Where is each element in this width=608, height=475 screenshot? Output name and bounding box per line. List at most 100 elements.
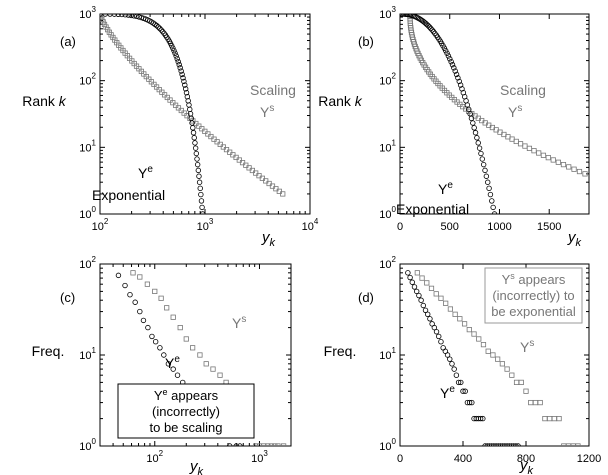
scaling-point <box>259 175 265 181</box>
scaling-point <box>528 399 534 406</box>
x-axis-label: yk <box>567 229 582 249</box>
x-axis-label: yk <box>519 457 534 475</box>
exponential-point <box>196 179 203 185</box>
y-tick-base: 10 <box>79 9 91 21</box>
annotation: Ye <box>438 180 453 197</box>
exponential-point <box>444 50 450 56</box>
y-tick-exponent: 2 <box>92 255 97 264</box>
exponential-point <box>485 179 491 185</box>
scaling-point <box>105 27 111 33</box>
scaling-point <box>253 170 259 176</box>
panel-label: (b) <box>358 34 374 49</box>
y-tick-exponent: 1 <box>92 346 97 355</box>
exponential-point <box>418 297 424 303</box>
y-tick-base: 10 <box>79 209 91 221</box>
x-tick-label: 102 <box>146 449 163 465</box>
y-tick-exponent: 0 <box>92 437 97 446</box>
exponential-point <box>480 161 487 168</box>
scaling-point <box>476 336 482 342</box>
exponential-point <box>462 388 468 394</box>
scaling-point <box>156 87 162 93</box>
x-tick-base: 10 <box>197 221 209 233</box>
exponential-point <box>499 443 506 446</box>
exponential-point <box>477 415 484 422</box>
scaling-point <box>144 281 150 287</box>
scaling-point <box>471 331 477 337</box>
x-tick-exponent: 3 <box>209 217 214 226</box>
exponential-point <box>433 329 440 335</box>
exponential-point <box>511 443 517 446</box>
y-tick-base: 10 <box>379 209 391 221</box>
y-tick-label: 102 <box>379 72 396 88</box>
exponential-point <box>451 366 457 372</box>
annotation-box-line: (incorrectly) <box>152 404 220 419</box>
annotation: Ye <box>440 384 455 401</box>
scaling-point <box>159 89 165 95</box>
scaling-point <box>130 270 136 276</box>
exponential-point <box>128 14 134 19</box>
exponential-point <box>436 333 442 340</box>
x-tick-text: 1000 <box>487 221 511 233</box>
y-tick-base: 10 <box>379 142 391 154</box>
y-tick-base: 10 <box>379 259 391 271</box>
scaling-point <box>523 388 529 394</box>
ann-superscript: s <box>510 271 515 281</box>
exponential-point <box>170 45 176 51</box>
scaling-point <box>205 131 211 137</box>
annotation-box-line: Ys appears <box>502 271 566 287</box>
exponential-point <box>176 62 182 68</box>
x-tick-label: 1200 <box>577 453 601 465</box>
y-tick-base: 10 <box>79 350 91 362</box>
exponential-point <box>515 443 521 446</box>
y-axis-label: Freq. <box>32 343 65 359</box>
x-tick-exponent: 2 <box>104 217 109 226</box>
exponential-point <box>491 443 497 446</box>
scaling-point <box>518 379 524 385</box>
ann-superscript: e <box>449 384 455 395</box>
y-tick-exponent: 2 <box>92 72 97 81</box>
exponential-point <box>486 443 493 446</box>
exponential-point <box>409 279 415 285</box>
exponential-point <box>174 372 181 378</box>
ann-text: (incorrectly) to <box>492 288 574 303</box>
y-tick-label: 101 <box>379 346 396 362</box>
exponential-point <box>426 24 433 30</box>
series-layer <box>100 14 286 214</box>
x-tick-label: 0 <box>397 221 403 233</box>
exponential-point <box>425 311 431 318</box>
y-axis-label: Rank k <box>318 93 363 109</box>
ann-superscript: s <box>529 338 534 349</box>
exponential-point <box>152 21 158 27</box>
exponential-point <box>191 135 197 141</box>
y-tick-base: 10 <box>379 350 391 362</box>
exponential-point <box>155 24 161 30</box>
scaling-point <box>438 295 444 301</box>
x-tick-label: 1500 <box>537 221 561 233</box>
exponential-point <box>455 75 461 81</box>
exponential-point <box>175 59 181 65</box>
panel-label: (a) <box>60 34 76 49</box>
scaling-point <box>106 29 112 35</box>
ann-superscript: e <box>147 164 153 175</box>
x-axis-label: yk <box>189 458 204 475</box>
exponential-point <box>479 156 486 162</box>
y-tick-label: 100 <box>79 205 96 221</box>
ann-superscript: e <box>447 180 453 191</box>
exponential-point <box>149 333 155 340</box>
scaling-point <box>100 14 104 20</box>
x-tick-text: 1200 <box>577 453 601 465</box>
exponential-point <box>186 102 192 108</box>
exponential-point <box>233 443 239 446</box>
scaling-point <box>230 152 236 158</box>
exponential-point <box>119 14 125 18</box>
x-axis-label-var: y <box>189 458 199 475</box>
annotation: Exponential <box>92 187 165 203</box>
scaling-point <box>280 191 286 197</box>
y-tick-label: 102 <box>379 255 396 271</box>
y-axis-label: Rank k <box>22 93 67 109</box>
scaling-point <box>266 180 272 187</box>
exponential-point <box>152 339 159 345</box>
exponential-point <box>196 173 202 179</box>
x-axis-label-var: y <box>567 229 577 246</box>
